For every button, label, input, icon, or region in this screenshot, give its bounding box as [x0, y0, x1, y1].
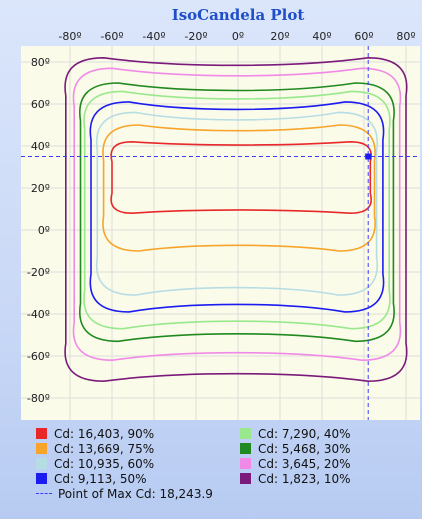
legend-item: Cd: 3,645, 20%: [240, 456, 351, 471]
plot-area: [21, 46, 420, 420]
legend-item: Cd: 10,935, 60%: [36, 456, 154, 471]
legend-swatch: [36, 473, 47, 484]
y-tick-label: 20º: [31, 182, 50, 195]
legend-swatch: [36, 458, 47, 469]
max-point-marker: [365, 153, 372, 160]
legend-swatch: [240, 458, 251, 469]
legend-label: Cd: 5,468, 30%: [258, 441, 351, 456]
x-tick-label: 80º: [396, 30, 415, 43]
legend-swatch: [36, 428, 47, 439]
y-tick-label: -60º: [27, 350, 50, 363]
legend-label: Cd: 13,669, 75%: [54, 441, 155, 456]
legend-label: Cd: 1,823, 10%: [258, 471, 351, 486]
legend-dash-line: [36, 493, 52, 494]
legend-item: Cd: 9,113, 50%: [36, 471, 147, 486]
x-tick-labels: -80º -60º -40º -20º 0º 20º 40º 60º 80º: [58, 30, 415, 43]
legend-label: Cd: 7,290, 40%: [258, 426, 351, 441]
y-tick-label: 60º: [31, 98, 50, 111]
x-tick-label: 40º: [312, 30, 331, 43]
contour-group: [64, 56, 408, 383]
legend-swatch: [240, 428, 251, 439]
legend-label: Cd: 16,403, 90%: [54, 426, 155, 441]
contour-line: [89, 101, 385, 313]
y-tick-label: -80º: [27, 392, 50, 405]
legend-label: Cd: 10,935, 60%: [54, 456, 155, 471]
legend-item: Cd: 1,823, 10%: [240, 471, 351, 486]
legend-item-max: Point of Max Cd: 18,243.9: [36, 486, 213, 501]
legend-item: Cd: 5,468, 30%: [240, 441, 351, 456]
legend-swatch: [240, 443, 251, 454]
contour-line: [83, 90, 391, 330]
y-tick-label: 40º: [31, 140, 50, 153]
y-tick-label: -40º: [27, 308, 50, 321]
x-tick-label: 0º: [232, 30, 244, 43]
y-tick-label: 0º: [38, 224, 50, 237]
y-tick-label: -20º: [27, 266, 50, 279]
contour-line: [110, 140, 372, 215]
legend-item: Cd: 13,669, 75%: [36, 441, 154, 456]
legend-swatch: [36, 443, 47, 454]
isocandela-chart: IsoCandela Plot -80º -60º -40º -20º 0º 20º 40º…: [21, 6, 420, 420]
x-tick-label: -80º: [58, 30, 81, 43]
y-tick-labels: 80º 60º 40º 20º 0º -20º -40º -60º -80º: [27, 56, 50, 405]
legend-item: Cd: 16,403, 90%: [36, 426, 154, 441]
contour-line: [95, 111, 379, 296]
legend-max-label: Point of Max Cd: 18,243.9: [58, 486, 213, 501]
chart-title: IsoCandela Plot: [172, 6, 305, 24]
contour-line: [72, 67, 402, 362]
contour-line: [78, 82, 395, 343]
contour-line: [102, 124, 376, 252]
x-tick-label: 20º: [270, 30, 289, 43]
legend-swatch: [240, 473, 251, 484]
legend-label: Cd: 9,113, 50%: [54, 471, 147, 486]
max-crosshair: [21, 46, 420, 420]
y-tick-label: 80º: [31, 56, 50, 69]
legend-item: Cd: 7,290, 40%: [240, 426, 351, 441]
x-tick-label: -20º: [184, 30, 207, 43]
x-tick-label: 60º: [354, 30, 373, 43]
legend-label: Cd: 3,645, 20%: [258, 456, 351, 471]
contour-line: [64, 56, 408, 383]
x-tick-label: -40º: [142, 30, 165, 43]
x-tick-label: -60º: [100, 30, 123, 43]
